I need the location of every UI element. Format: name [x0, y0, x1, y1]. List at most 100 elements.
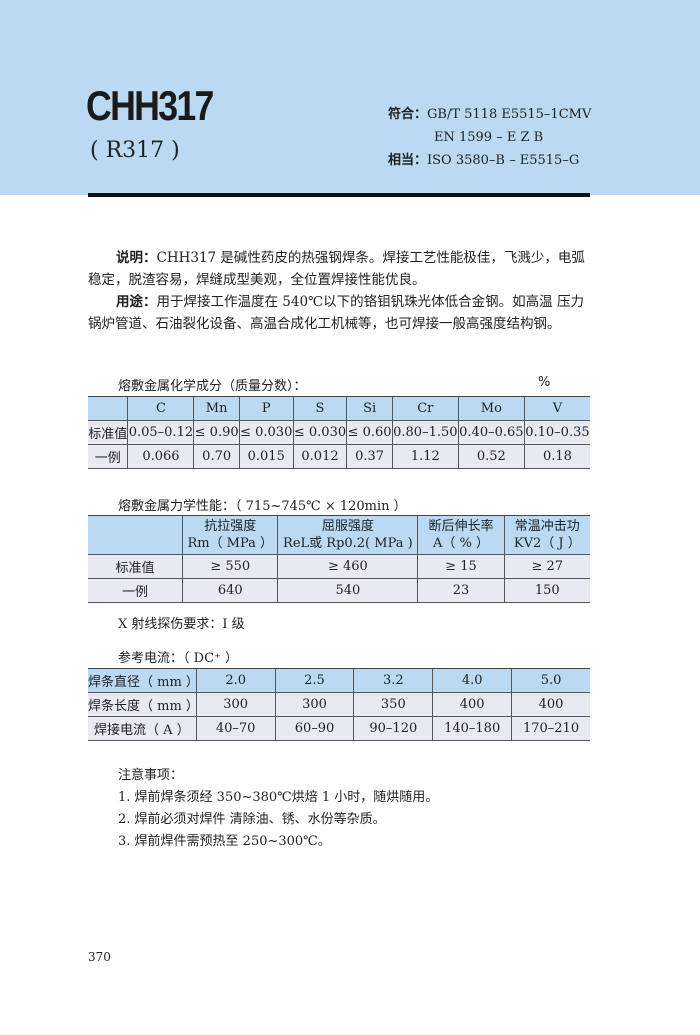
table-cell: ≤ 0.030: [239, 420, 294, 445]
table-cell: 140–180: [432, 716, 513, 741]
table-cell: 1.12: [392, 444, 459, 469]
table-cell: 150: [504, 578, 590, 603]
table-cell: 0.10–0.35: [524, 420, 590, 445]
table-cell: P: [239, 396, 294, 421]
table-cell: Cr: [392, 396, 459, 421]
table-cell: V: [524, 396, 590, 421]
table-cell: 0.05–0.12: [127, 420, 195, 445]
mech-title: 熔敷金属力学性能：（ 715~745℃ × 120min ）: [118, 499, 407, 514]
table-cell: 3.2: [353, 668, 434, 693]
notes-title: 注意事项：: [118, 768, 184, 783]
table-cell: ≥ 15: [417, 554, 505, 579]
table-cell: 一例: [88, 578, 184, 603]
table-cell: ≤ 0.030: [293, 420, 348, 445]
table-cell: 焊条直径（ mm ）: [88, 668, 199, 693]
mech-table: 抗拉强度 Rm（ MPa ） 屈服强度 ReL或 Rp0.2( MPa ) 断后伸长率 A…: [88, 515, 590, 603]
table-cell: 350: [353, 692, 434, 717]
cell-line: ReL或 Rp0.2( MPa ): [283, 536, 413, 551]
table-cell: 170–210: [511, 716, 590, 741]
standard-line: 相当：ISO 3580–B – E5515–G: [388, 153, 580, 168]
table-cell: 0.40–0.65: [458, 420, 525, 445]
table-cell: 常温冲击功 KV2（ J ）: [504, 515, 590, 555]
table-cell: ≥ 460: [277, 554, 419, 579]
standards-block: 符合：GB/T 5118 E5515–1CMV EN 1599 – E Z B …: [388, 103, 591, 172]
cell-line: A（ % ）: [432, 536, 489, 551]
page-number: 370: [88, 950, 111, 964]
table-row: 焊条直径（ mm ） 2.0 2.5 3.2 4.0 5.0: [88, 668, 590, 693]
table-cell: 0.70: [193, 444, 240, 469]
table-cell: 0.18: [524, 444, 590, 469]
cell-line: 常温冲击功: [514, 519, 580, 534]
product-subtitle: ( R317 ): [90, 138, 180, 163]
cell-line: 屈服强度: [321, 519, 374, 534]
standard-line: EN 1599 – E Z B: [434, 130, 544, 145]
table-cell: Mo: [458, 396, 525, 421]
table-cell: 5.0: [511, 668, 590, 693]
table-cell: 400: [511, 692, 590, 717]
table-cell: 0.066: [127, 444, 195, 469]
table-cell: 90–120: [353, 716, 434, 741]
cell-line: Rm（ MPa ）: [187, 536, 274, 551]
table-cell: Mn: [193, 396, 240, 421]
table-cell: 屈服强度 ReL或 Rp0.2( MPa ): [277, 515, 419, 555]
table-cell: ≥ 550: [182, 554, 279, 579]
cell-line: 抗拉强度: [204, 519, 257, 534]
table-cell: 300: [275, 692, 355, 717]
header-band: [0, 0, 700, 195]
chem-title: 熔敷金属化学成分（质量分数）：: [118, 379, 307, 394]
xray-requirement: X 射线探伤要求：I 级: [118, 617, 245, 632]
table-cell: 标准值: [88, 420, 129, 445]
table-cell: 一例: [88, 444, 129, 469]
table-cell: 0.37: [346, 444, 393, 469]
chem-unit: %: [538, 375, 551, 390]
product-title: CHH317: [86, 82, 214, 129]
table-row: 标准值 0.05–0.12 ≤ 0.90 ≤ 0.030 ≤ 0.030 ≤ 0.60 0.…: [88, 420, 590, 445]
table-cell: C: [127, 396, 195, 421]
note-item: 3. 焊前焊件需预热至 250~300℃。: [118, 834, 331, 849]
description: 说明：CHH317 是碱性药皮的热强钢焊条。焊接工艺性能极佳，飞溅少，电弧稳定，…: [88, 250, 585, 288]
table-cell: [88, 396, 129, 421]
chem-table: C Mn P S Si Cr Mo V 标准值 0.05–0.12 ≤ 0.90 ≤ 0.030 ≤ 0…: [88, 396, 590, 469]
table-cell: ≥ 27: [504, 554, 590, 579]
table-row: 一例 0.066 0.70 0.015 0.012 0.37 1.12 0.52 0.18: [88, 444, 590, 469]
table-cell: 抗拉强度 Rm（ MPa ）: [182, 515, 279, 555]
description-block: 说明：CHH317 是碱性药皮的热强钢焊条。焊接工艺性能极佳，飞溅少，电弧稳定，…: [88, 247, 592, 335]
table-cell: 540: [277, 578, 419, 603]
table-cell: 40–70: [196, 716, 276, 741]
table-cell: 2.5: [275, 668, 355, 693]
current-table: 焊条直径（ mm ） 2.0 2.5 3.2 4.0 5.0 焊条长度（ mm ） 300 30…: [88, 668, 590, 741]
standard-line: 符合：GB/T 5118 E5515–1CMV: [388, 107, 592, 122]
table-cell: 640: [182, 578, 279, 603]
table-cell: 0.52: [458, 444, 525, 469]
table-cell: 2.0: [196, 668, 276, 693]
current-title: 参考电流：（ DC⁺ ）: [118, 651, 239, 666]
table-cell: [88, 515, 184, 555]
table-row: 焊接电流（ A ） 40–70 60–90 90–120 140–180 170–210: [88, 716, 590, 741]
usage: 用途：用于焊接工作温度在 540℃以下的铬钼钒珠光体低合金钢。如高温 压力锅炉管…: [88, 294, 584, 332]
table-cell: ≤ 0.60: [346, 420, 393, 445]
table-header-row: 抗拉强度 Rm（ MPa ） 屈服强度 ReL或 Rp0.2( MPa ) 断后伸长率 A…: [88, 515, 590, 555]
table-cell: 断后伸长率 A（ % ）: [417, 515, 505, 555]
table-cell: 300: [196, 692, 276, 717]
table-cell: 60–90: [275, 716, 355, 741]
table-row: 焊条长度（ mm ） 300 300 350 400 400: [88, 692, 590, 717]
table-cell: 焊接电流（ A ）: [88, 716, 197, 741]
table-cell: ≤ 0.90: [193, 420, 240, 445]
notes-block: 注意事项： 1. 焊前焊条须经 350~380℃烘焙 1 小时，随烘随用。 2.…: [118, 765, 438, 853]
table-cell: 0.80–1.50: [392, 420, 459, 445]
table-cell: 23: [417, 578, 505, 603]
table-header-row: C Mn P S Si Cr Mo V: [88, 396, 590, 421]
note-item: 2. 焊前必须对焊件 清除油、锈、水份等杂质。: [118, 812, 386, 827]
table-cell: 0.012: [293, 444, 348, 469]
table-cell: Si: [346, 396, 393, 421]
table-cell: 0.015: [239, 444, 294, 469]
note-item: 1. 焊前焊条须经 350~380℃烘焙 1 小时，随烘随用。: [118, 790, 439, 805]
table-cell: 标准值: [88, 554, 184, 579]
table-cell: S: [293, 396, 348, 421]
table-cell: 400: [432, 692, 513, 717]
table-cell: 4.0: [432, 668, 513, 693]
cell-line: KV2（ J ）: [513, 536, 581, 551]
cell-line: 断后伸长率: [428, 519, 494, 534]
table-cell: 焊条长度（ mm ）: [88, 692, 199, 717]
